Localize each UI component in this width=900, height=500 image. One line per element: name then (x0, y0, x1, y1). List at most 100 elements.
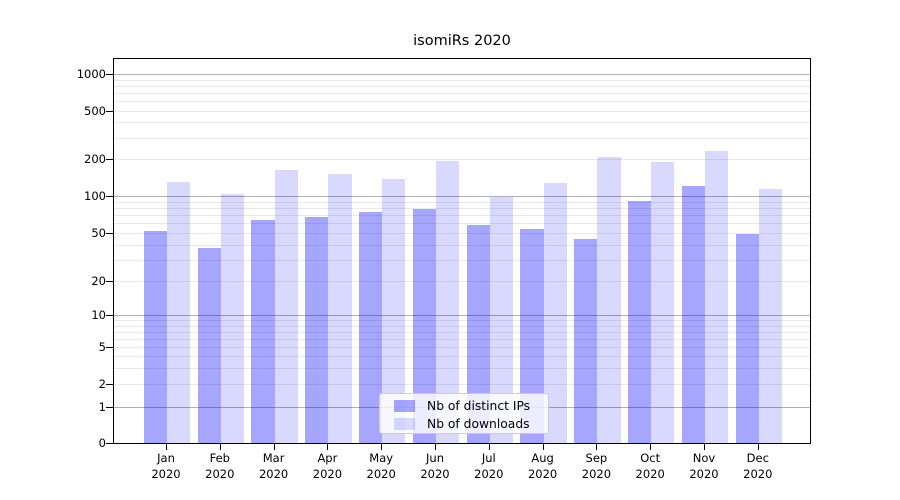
y-tick-mark (106, 347, 113, 349)
x-tick-mark (757, 444, 759, 450)
bar-distinct-ips-mar (251, 220, 275, 443)
gridline-minor (114, 356, 810, 358)
x-tick-label: Nov 2020 (689, 451, 719, 481)
gridline-minor (114, 215, 810, 217)
bar-downloads-aug (543, 183, 567, 443)
gridline-minor (114, 158, 810, 160)
y-tick-label: 1000 (76, 67, 106, 82)
x-tick-label: Sep 2020 (581, 451, 612, 481)
x-tick-mark (381, 444, 383, 450)
bar-distinct-ips-aug (520, 229, 544, 443)
gridline-minor (114, 201, 810, 203)
plot-area: Nb of distinct IPs Nb of downloads (113, 58, 811, 444)
y-tick-label: 20 (91, 274, 106, 289)
bar-downloads-oct (651, 161, 675, 443)
gridline-major (114, 74, 810, 76)
x-tick-mark (219, 444, 221, 450)
gridline-minor (114, 384, 810, 386)
gridline-minor (114, 347, 810, 349)
y-tick-mark (106, 158, 113, 160)
x-tick-mark (650, 444, 652, 450)
gridline-minor (114, 331, 810, 333)
x-tick-mark (488, 444, 490, 450)
bar-distinct-ips-may (358, 211, 383, 443)
gridline-minor (114, 86, 810, 88)
y-tick-mark (106, 233, 113, 235)
y-tick-mark (106, 406, 113, 408)
bar-distinct-ips-dec (735, 234, 759, 443)
gridline-minor (114, 259, 810, 261)
bar-distinct-ips-sep (574, 238, 598, 443)
gridline-minor (114, 368, 810, 370)
bar-downloads-jan (167, 182, 191, 443)
x-tick-mark (435, 444, 436, 450)
y-tick-mark (106, 110, 113, 112)
legend-label-distinct-ips: Nb of distinct IPs (427, 399, 531, 413)
legend-swatch-downloads (394, 418, 415, 430)
gridline-minor (114, 101, 810, 103)
bar-downloads-sep (597, 156, 621, 443)
gridline-minor (114, 208, 810, 210)
legend-row-distinct-ips: Nb of distinct IPs (380, 398, 548, 415)
x-tick-label: Dec 2020 (743, 451, 773, 481)
x-tick-mark (596, 444, 598, 450)
bar-distinct-ips-nov (681, 186, 705, 443)
bar-downloads-jul (489, 196, 514, 443)
x-tick-mark (704, 444, 705, 450)
gridline-minor (114, 137, 810, 139)
x-tick-label: Oct 2020 (635, 451, 665, 481)
gridline-major (114, 315, 810, 317)
bar-distinct-ips-jan (143, 231, 167, 443)
bar-downloads-apr (328, 174, 352, 443)
y-tick-mark (106, 196, 113, 198)
legend: Nb of distinct IPs Nb of downloads (379, 393, 549, 434)
bar-downloads-may (382, 178, 406, 443)
bar-downloads-nov (705, 150, 729, 443)
gridline-minor (114, 244, 810, 246)
bar-downloads-jun (436, 160, 460, 443)
y-tick-mark (106, 443, 113, 444)
bar-distinct-ips-jun (412, 209, 436, 443)
gridline-minor (114, 281, 810, 283)
y-tick-label: 10 (91, 308, 106, 323)
y-tick-mark (106, 315, 113, 317)
bar-distinct-ips-apr (305, 216, 329, 443)
y-tick-label: 200 (84, 151, 106, 166)
gridline-minor (114, 79, 810, 81)
y-tick-mark (106, 74, 113, 76)
bar-distinct-ips-feb (197, 247, 221, 443)
bar-distinct-ips-jul (466, 225, 490, 443)
y-tick-label: 5 (98, 340, 106, 355)
gridline-minor (114, 325, 810, 327)
gridline-major (114, 196, 810, 198)
gridline-minor (114, 110, 810, 112)
x-tick-label: Jul 2020 (474, 451, 504, 481)
y-tick-label: 0 (98, 436, 106, 450)
gridline-minor (114, 338, 810, 340)
legend-swatch-distinct-ips (394, 400, 415, 412)
x-tick-mark (327, 444, 329, 450)
y-tick-label: 100 (84, 189, 106, 204)
x-tick-mark (542, 444, 544, 450)
x-tick-mark (273, 444, 275, 450)
y-tick-label: 500 (84, 103, 106, 118)
gridline-minor (114, 233, 810, 235)
bar-downloads-feb (220, 194, 245, 443)
bar-distinct-ips-oct (627, 201, 652, 443)
x-tick-label: Jun 2020 (420, 451, 450, 481)
x-tick-label: Mar 2020 (258, 451, 289, 481)
gridline-minor (114, 93, 810, 95)
gridline-minor (114, 320, 810, 322)
y-tick-label: 1 (98, 399, 106, 414)
x-tick-label: Apr 2020 (312, 451, 343, 481)
x-tick-mark (166, 444, 167, 450)
bar-downloads-mar (274, 170, 298, 443)
x-tick-label: May 2020 (366, 451, 396, 481)
chart-title: isomiRs 2020 (413, 33, 511, 49)
y-tick-mark (106, 384, 113, 386)
y-tick-label: 50 (91, 226, 106, 241)
y-tick-mark (106, 281, 113, 283)
gridline-minor (114, 122, 810, 124)
bar-downloads-dec (758, 188, 783, 443)
